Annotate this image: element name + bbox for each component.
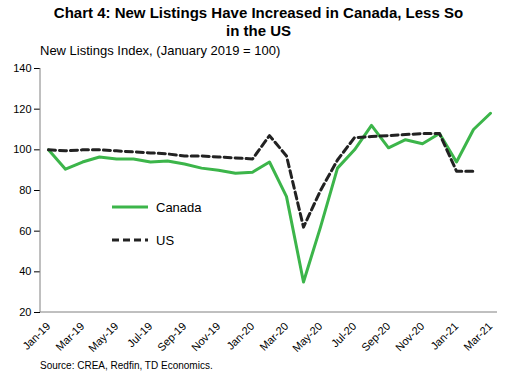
svg-text:100: 100 [13, 143, 31, 155]
svg-text:80: 80 [19, 184, 31, 196]
svg-text:Nov-19: Nov-19 [189, 320, 223, 354]
html-text:US: US [156, 232, 175, 248]
svg-text:Mar-19: Mar-19 [53, 320, 86, 353]
svg-text:May-19: May-19 [86, 320, 120, 354]
svg-text:Jul-19: Jul-19 [125, 320, 155, 350]
html-text:New Listings Index, (January 2: New Listings Index, (January 2019 = 100) [40, 43, 281, 58]
svg-text:120: 120 [13, 103, 31, 115]
svg-text:Jan-21: Jan-21 [428, 320, 460, 352]
svg-text:Nov-20: Nov-20 [393, 320, 427, 354]
svg-text:Mar-21: Mar-21 [461, 320, 494, 353]
html-text:Source: CREA, Redfin, TD Econo: Source: CREA, Redfin, TD Economics. [40, 360, 213, 371]
svg-text:Jan-20: Jan-20 [224, 320, 256, 352]
svg-text:May-20: May-20 [290, 320, 324, 354]
svg-text:Jan-19: Jan-19 [20, 320, 52, 352]
svg-text:20: 20 [19, 306, 31, 318]
svg-text:Mar-20: Mar-20 [257, 320, 290, 353]
svg-text:140: 140 [13, 62, 31, 74]
html-text:Chart 4: New Listings Have Inc: Chart 4: New Listings Have Increased in … [53, 4, 464, 39]
svg-text:60: 60 [19, 225, 31, 237]
svg-text:Sep-20: Sep-20 [359, 320, 393, 354]
html-text:Canada: Canada [156, 199, 202, 215]
svg-text:Sep-19: Sep-19 [155, 320, 189, 354]
svg-text:40: 40 [19, 265, 31, 277]
svg-text:Jul-20: Jul-20 [329, 320, 359, 350]
